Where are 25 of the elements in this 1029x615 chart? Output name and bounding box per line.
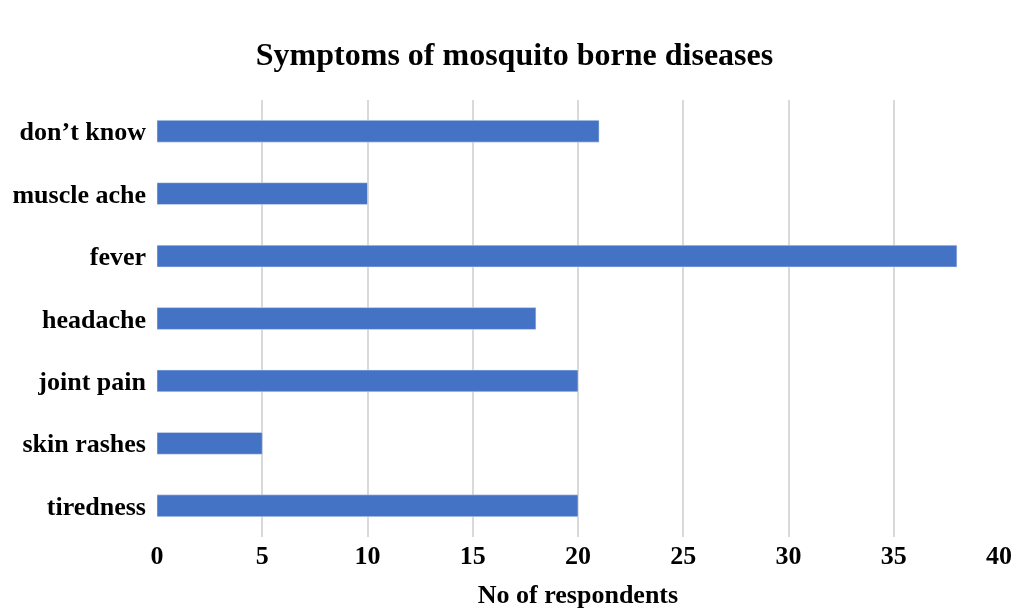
x-tick-label: 5 [255, 541, 269, 570]
x-axis-title: No of respondents [477, 579, 679, 609]
y-tick-label: headache [42, 304, 146, 334]
x-tick-label: 40 [986, 541, 1012, 570]
y-tick-label: tiredness [46, 491, 146, 521]
x-tick-label: 10 [354, 541, 381, 570]
y-tick-label: joint pain [37, 367, 147, 397]
x-tick-label: 30 [775, 541, 802, 570]
bar [157, 120, 600, 143]
bar [157, 432, 263, 455]
y-tick-label: skin rashes [22, 429, 146, 459]
y-tick-label: fever [89, 242, 146, 272]
x-tick-label: 25 [670, 541, 697, 570]
y-tick-label: don’t know [19, 117, 147, 147]
bar [157, 307, 537, 330]
x-tick-label: 0 [150, 541, 164, 570]
bar [157, 244, 958, 268]
bar [157, 494, 579, 517]
x-tick-label: 35 [880, 541, 907, 570]
x-tick-label: 15 [459, 541, 486, 570]
y-tick-label: muscle ache [12, 179, 146, 209]
x-tick-label: 20 [565, 541, 591, 570]
bar [157, 182, 368, 205]
chart-title: Symptoms of mosquito borne diseases [255, 36, 774, 73]
bar [157, 369, 579, 393]
